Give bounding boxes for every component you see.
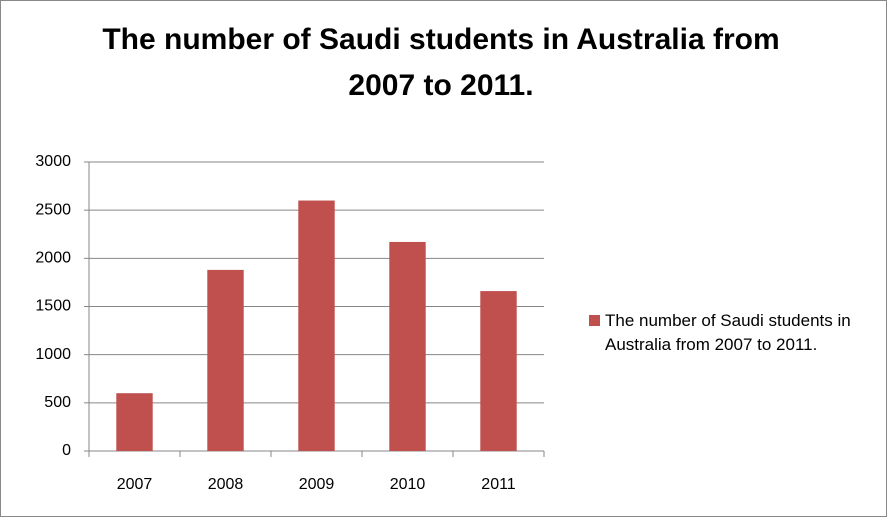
bar: [116, 393, 153, 451]
y-tick-label: 1500: [35, 298, 71, 315]
x-tick-label: 2008: [208, 476, 244, 493]
x-tick-label: 2011: [481, 476, 516, 493]
bar: [207, 269, 244, 451]
legend-swatch: [589, 315, 600, 326]
bar: [298, 200, 335, 451]
y-tick-label: 500: [44, 394, 71, 411]
x-tick-label: 2007: [117, 476, 153, 493]
y-tick-label: 0: [62, 442, 71, 459]
x-tick-label: 2009: [299, 476, 335, 493]
bar: [389, 241, 426, 451]
y-tick-label: 1000: [35, 346, 71, 363]
legend: The number of Saudi students in Australi…: [589, 309, 879, 357]
y-tick-label: 2000: [35, 250, 71, 267]
legend-label: The number of Saudi students in Australi…: [605, 311, 851, 354]
y-tick-label: 2500: [35, 201, 71, 218]
y-tick-label: 3000: [35, 153, 71, 170]
bar: [480, 291, 517, 451]
x-tick-label: 2010: [390, 476, 426, 493]
chart-title: The number of Saudi students in Australi…: [102, 23, 780, 102]
